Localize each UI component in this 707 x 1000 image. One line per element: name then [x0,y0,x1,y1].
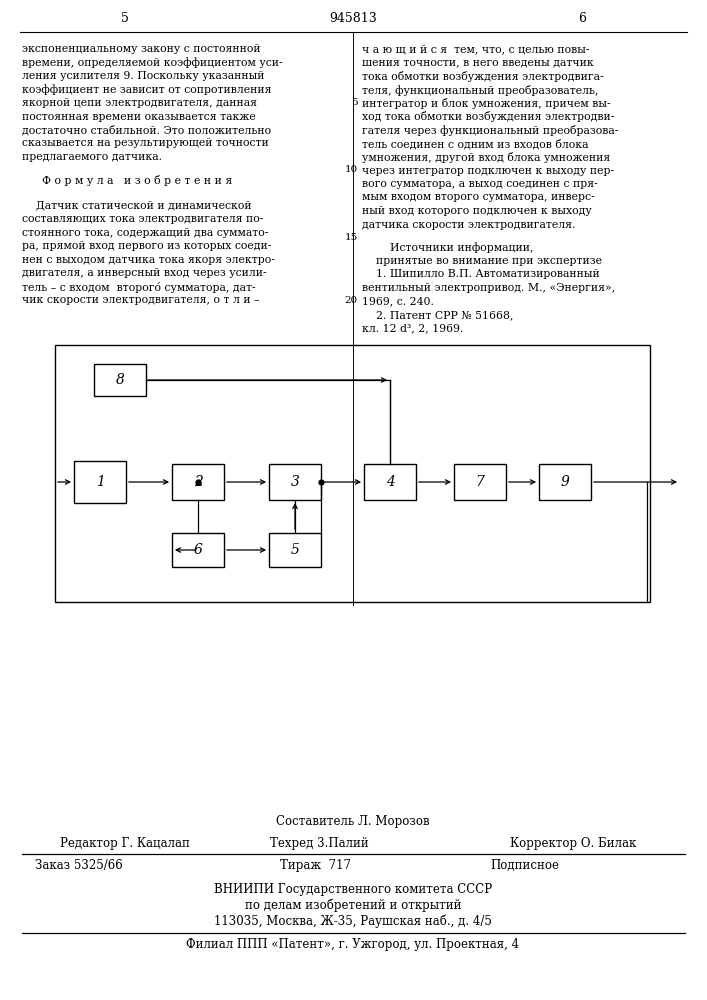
Text: составляющих тока электродвигателя по-: составляющих тока электродвигателя по- [22,214,264,224]
Text: Тираж  717: Тираж 717 [280,859,351,872]
Text: 113035, Москва, Ж-35, Раушская наб., д. 4/5: 113035, Москва, Ж-35, Раушская наб., д. … [214,915,492,928]
Text: теля, функциональный преобразователь,: теля, функциональный преобразователь, [362,85,599,96]
Text: ВНИИПИ Государственного комитета СССР: ВНИИПИ Государственного комитета СССР [214,883,492,896]
Text: мым входом второго сумматора, инверс-: мым входом второго сумматора, инверс- [362,192,595,202]
Text: времени, определяемой коэффициентом уси-: времени, определяемой коэффициентом уси- [22,57,283,68]
Text: принятые во внимание при экспертизе: принятые во внимание при экспертизе [362,256,602,266]
Text: 15: 15 [345,233,358,242]
Text: ный вход которого подключен к выходу: ный вход которого подключен к выходу [362,206,592,216]
Text: интегратор и блок умножения, причем вы-: интегратор и блок умножения, причем вы- [362,98,611,109]
Text: кл. 12 d³, 2, 1969.: кл. 12 d³, 2, 1969. [362,323,463,333]
Text: Заказ 5325/66: Заказ 5325/66 [35,859,123,872]
Text: 8: 8 [115,373,124,387]
Text: 1969, с. 240.: 1969, с. 240. [362,296,434,306]
Text: ч а ю щ и й с я  тем, что, с целью повы-: ч а ю щ и й с я тем, что, с целью повы- [362,44,590,54]
Text: умножения, другой вход блока умножения: умножения, другой вход блока умножения [362,152,610,163]
Text: 5: 5 [121,12,129,25]
Text: ра, прямой вход первого из которых соеди-: ра, прямой вход первого из которых соеди… [22,241,271,251]
Bar [74,461,126,503]
Text: 945813: 945813 [329,12,377,25]
Bar [55,345,650,602]
Text: двигателя, а инверсный вход через усили-: двигателя, а инверсный вход через усили- [22,268,267,278]
Text: Корректор О. Билак: Корректор О. Билак [510,837,636,850]
Text: 1. Шипилло В.П. Автоматизированный: 1. Шипилло В.П. Автоматизированный [362,269,600,279]
Text: достаточно стабильной. Это положительно: достаточно стабильной. Это положительно [22,125,271,136]
Text: по делам изобретений и открытий: по делам изобретений и открытий [245,899,461,912]
Text: тока обмотки возбуждения электродвига-: тока обмотки возбуждения электродвига- [362,71,604,82]
Text: 2: 2 [194,475,202,489]
Text: 5: 5 [351,98,358,107]
Text: тель – с входом  второго́ сумматора, дат-: тель – с входом второго́ сумматора, дат- [22,282,256,293]
Text: Ф о р м у л а   и з о б р е т е н и я: Ф о р м у л а и з о б р е т е н и я [42,175,233,186]
Text: экспоненциальному закону с постоянной: экспоненциальному закону с постоянной [22,44,261,54]
Text: стоянного тока, содержащий два суммато-: стоянного тока, содержащий два суммато- [22,228,269,238]
Text: якорной цепи электродвигателя, данная: якорной цепи электродвигателя, данная [22,98,257,108]
Bar [172,464,224,500]
Text: 4: 4 [385,475,395,489]
Text: через интегратор подключен к выходу пер-: через интегратор подключен к выходу пер- [362,165,614,176]
Text: 2. Патент СРР № 51668,: 2. Патент СРР № 51668, [362,310,513,320]
Bar [94,364,146,396]
Text: постоянная времени оказывается также: постоянная времени оказывается также [22,111,256,121]
Text: тель соединен с одним из входов блока: тель соединен с одним из входов блока [362,138,588,149]
Text: Филиал ППП «Патент», г. Ужгород, ул. Проектная, 4: Филиал ППП «Патент», г. Ужгород, ул. Про… [187,938,520,951]
Text: ления усилителя 9. Поскольку указанный: ления усилителя 9. Поскольку указанный [22,71,264,81]
Bar [539,464,591,500]
Bar [269,533,321,567]
Text: Датчик статической и динамической: Датчик статической и динамической [22,201,252,211]
Text: сказывается на результирующей точности: сказывается на результирующей точности [22,138,269,148]
Text: Техред 3.Палий: Техред 3.Палий [270,837,369,850]
Text: чик скорости электродвигателя, о т л и –: чик скорости электродвигателя, о т л и – [22,295,259,305]
Text: 9: 9 [561,475,569,489]
Bar [269,464,321,500]
Text: Подписное: Подписное [490,859,559,872]
Text: гателя через функциональный преобразова-: гателя через функциональный преобразова- [362,125,619,136]
Bar [454,464,506,500]
Text: шения точности, в него введены датчик: шения точности, в него введены датчик [362,57,594,68]
Bar [172,533,224,567]
Text: Источники информации,: Источники информации, [362,242,534,253]
Text: 1: 1 [95,475,105,489]
Text: 6: 6 [194,543,202,557]
Text: 10: 10 [345,165,358,174]
Text: 3: 3 [291,475,300,489]
Bar [364,464,416,500]
Text: Редактор Г. Кацалап: Редактор Г. Кацалап [60,837,190,850]
Text: вого сумматора, а выход соединен с пря-: вого сумматора, а выход соединен с пря- [362,179,597,189]
Text: 20: 20 [345,296,358,305]
Text: вентильный электропривод. М., «Энергия»,: вентильный электропривод. М., «Энергия», [362,283,615,293]
Text: 7: 7 [476,475,484,489]
Text: 5: 5 [291,543,300,557]
Text: предлагаемого датчика.: предлагаемого датчика. [22,152,162,162]
Text: коэффициент не зависит от сопротивления: коэффициент не зависит от сопротивления [22,85,271,95]
Text: нен с выходом датчика тока якоря электро-: нен с выходом датчика тока якоря электро… [22,255,275,265]
Text: 6: 6 [578,12,586,25]
Text: Составитель Л. Морозов: Составитель Л. Морозов [276,815,430,828]
Text: датчика скорости электродвигателя.: датчика скорости электродвигателя. [362,220,575,230]
Text: ход тока обмотки возбуждения электродви-: ход тока обмотки возбуждения электродви- [362,111,614,122]
